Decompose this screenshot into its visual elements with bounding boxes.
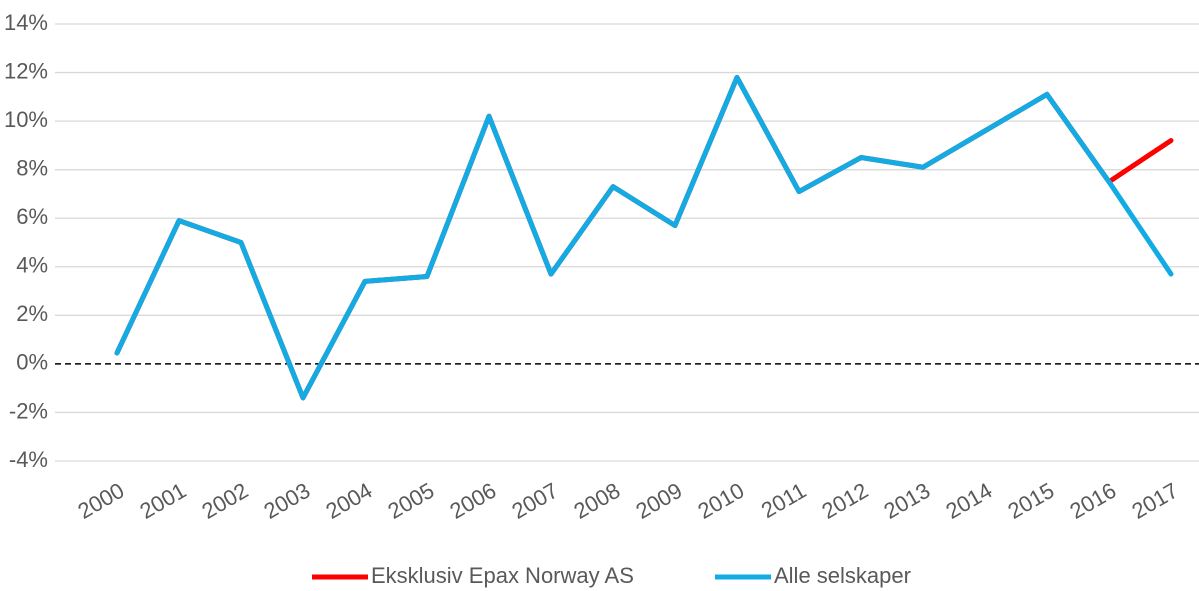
x-tick-label: 2009 xyxy=(632,478,687,524)
x-tick-label: 2005 xyxy=(384,478,439,524)
y-tick-label: -4% xyxy=(9,447,48,472)
y-tick-label: 12% xyxy=(4,58,48,83)
y-tick-label: 4% xyxy=(16,253,48,278)
x-tick-label: 2001 xyxy=(136,478,191,524)
y-tick-label: 2% xyxy=(16,301,48,326)
y-tick-label: 10% xyxy=(4,107,48,132)
y-tick-label: 0% xyxy=(16,350,48,375)
series-line xyxy=(114,74,1174,401)
x-tick-label: 2016 xyxy=(1066,478,1121,524)
series-line xyxy=(114,74,1174,401)
x-tick-label: 2014 xyxy=(942,478,997,524)
x-tick-label: 2013 xyxy=(880,478,935,524)
x-tick-label: 2000 xyxy=(74,478,129,524)
x-tick-label: 2004 xyxy=(322,478,377,524)
legend-label: Eksklusiv Epax Norway AS xyxy=(371,563,634,588)
x-tick-label: 2015 xyxy=(1004,478,1059,524)
x-tick-label: 2017 xyxy=(1128,478,1183,524)
legend-label: Alle selskaper xyxy=(774,563,911,588)
x-tick-label: 2008 xyxy=(570,478,625,524)
y-tick-label: 6% xyxy=(16,204,48,229)
x-tick-label: 2002 xyxy=(198,478,253,524)
x-tick-label: 2003 xyxy=(260,478,315,524)
x-tick-label: 2011 xyxy=(757,478,810,523)
y-tick-label: -2% xyxy=(9,398,48,423)
x-tick-label: 2012 xyxy=(818,478,873,524)
x-tick-label: 2006 xyxy=(446,478,501,524)
x-tick-label: 2010 xyxy=(694,478,749,524)
y-tick-label: 8% xyxy=(16,155,48,180)
x-tick-label: 2007 xyxy=(508,478,563,524)
y-tick-label: 14% xyxy=(4,10,48,35)
